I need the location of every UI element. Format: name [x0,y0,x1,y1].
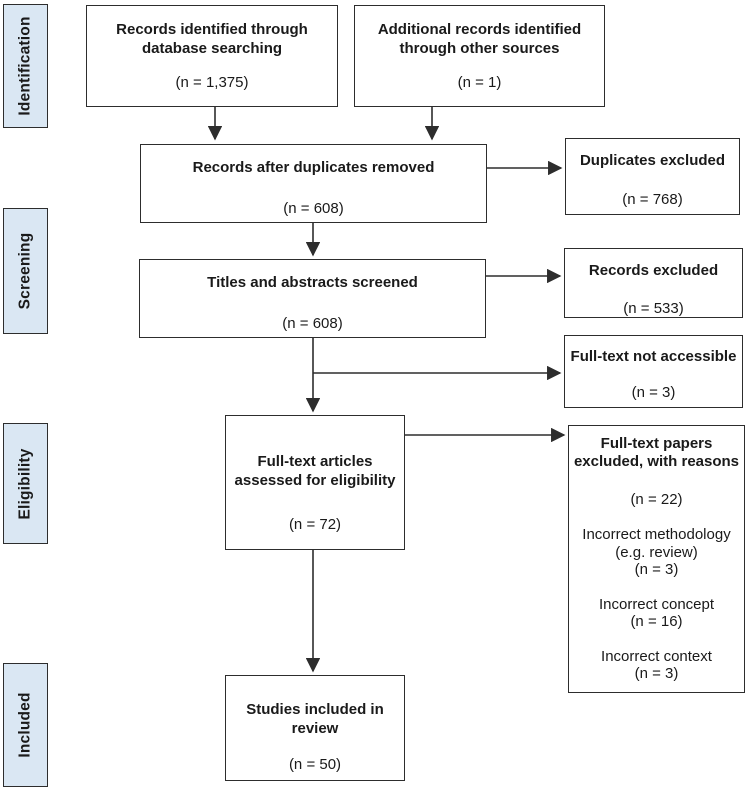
reason-label: Incorrect concept [598,595,715,613]
box-count: (n = 50) [288,756,342,773]
box-count: (n = 768) [622,191,683,208]
box-duplicates-excluded: Duplicates excluded (n = 768) [565,138,740,215]
reason-label: Incorrect methodology (e.g. review) [582,526,731,561]
box-fulltext-not-accessible: Full-text not accessible (n = 3) [564,335,743,408]
box-title: Full-text not accessible [570,348,737,365]
box-studies-included-review: Studies included in review (n = 50) [225,675,405,781]
box-count: (n = 22) [630,491,683,508]
box-count: (n = 608) [283,200,344,217]
box-title: Records identified through database sear… [116,21,308,57]
box-count: (n = 1) [457,74,502,91]
stage-included: Included [3,663,48,787]
stage-screening: Screening [3,208,48,334]
stage-screening-label: Screening [16,232,34,310]
box-count: (n = 1,375) [175,74,249,91]
stage-included-label: Included [16,692,34,758]
box-title: Duplicates excluded [579,152,726,169]
box-additional-records-other-sources: Additional records identified through ot… [354,5,605,107]
box-title: Full-text articles assessed for eligibil… [234,453,396,489]
stage-identification: Identification [3,4,48,128]
stage-eligibility-label: Eligibility [16,447,34,520]
box-title: Full-text papers excluded, with reasons [573,435,740,470]
box-title: Records excluded [588,262,719,279]
reason-count: (n = 3) [634,561,679,578]
box-title: Records after duplicates removed [192,159,435,176]
box-count: (n = 3) [631,384,676,401]
box-records-after-duplicates-removed: Records after duplicates removed (n = 60… [140,144,487,223]
box-count: (n = 608) [282,315,343,332]
box-titles-abstracts-screened: Titles and abstracts screened (n = 608) [139,259,486,338]
reason-count: (n = 3) [634,665,679,682]
box-fulltext-papers-excluded: Full-text papers excluded, with reasons … [568,425,745,693]
reason-label: Incorrect context [601,647,712,665]
box-title: Additional records identified through ot… [377,21,582,57]
box-fulltext-assessed-eligibility: Full-text articles assessed for eligibil… [225,415,405,550]
box-title: Studies included in review [246,701,384,737]
box-count: (n = 533) [623,300,684,317]
box-records-database-searching: Records identified through database sear… [86,5,338,107]
exclusion-reason-concept: Incorrect concept (n = 16) [599,596,714,631]
box-records-excluded: Records excluded (n = 533) [564,248,743,318]
reason-count: (n = 16) [630,613,683,630]
stage-identification-label: Identification [16,16,34,116]
stage-eligibility: Eligibility [3,423,48,544]
exclusion-reason-context: Incorrect context (n = 3) [601,648,712,683]
box-title: Titles and abstracts screened [207,274,418,291]
exclusion-reason-methodology: Incorrect methodology (e.g. review) (n =… [582,526,730,579]
box-count: (n = 72) [288,516,342,533]
